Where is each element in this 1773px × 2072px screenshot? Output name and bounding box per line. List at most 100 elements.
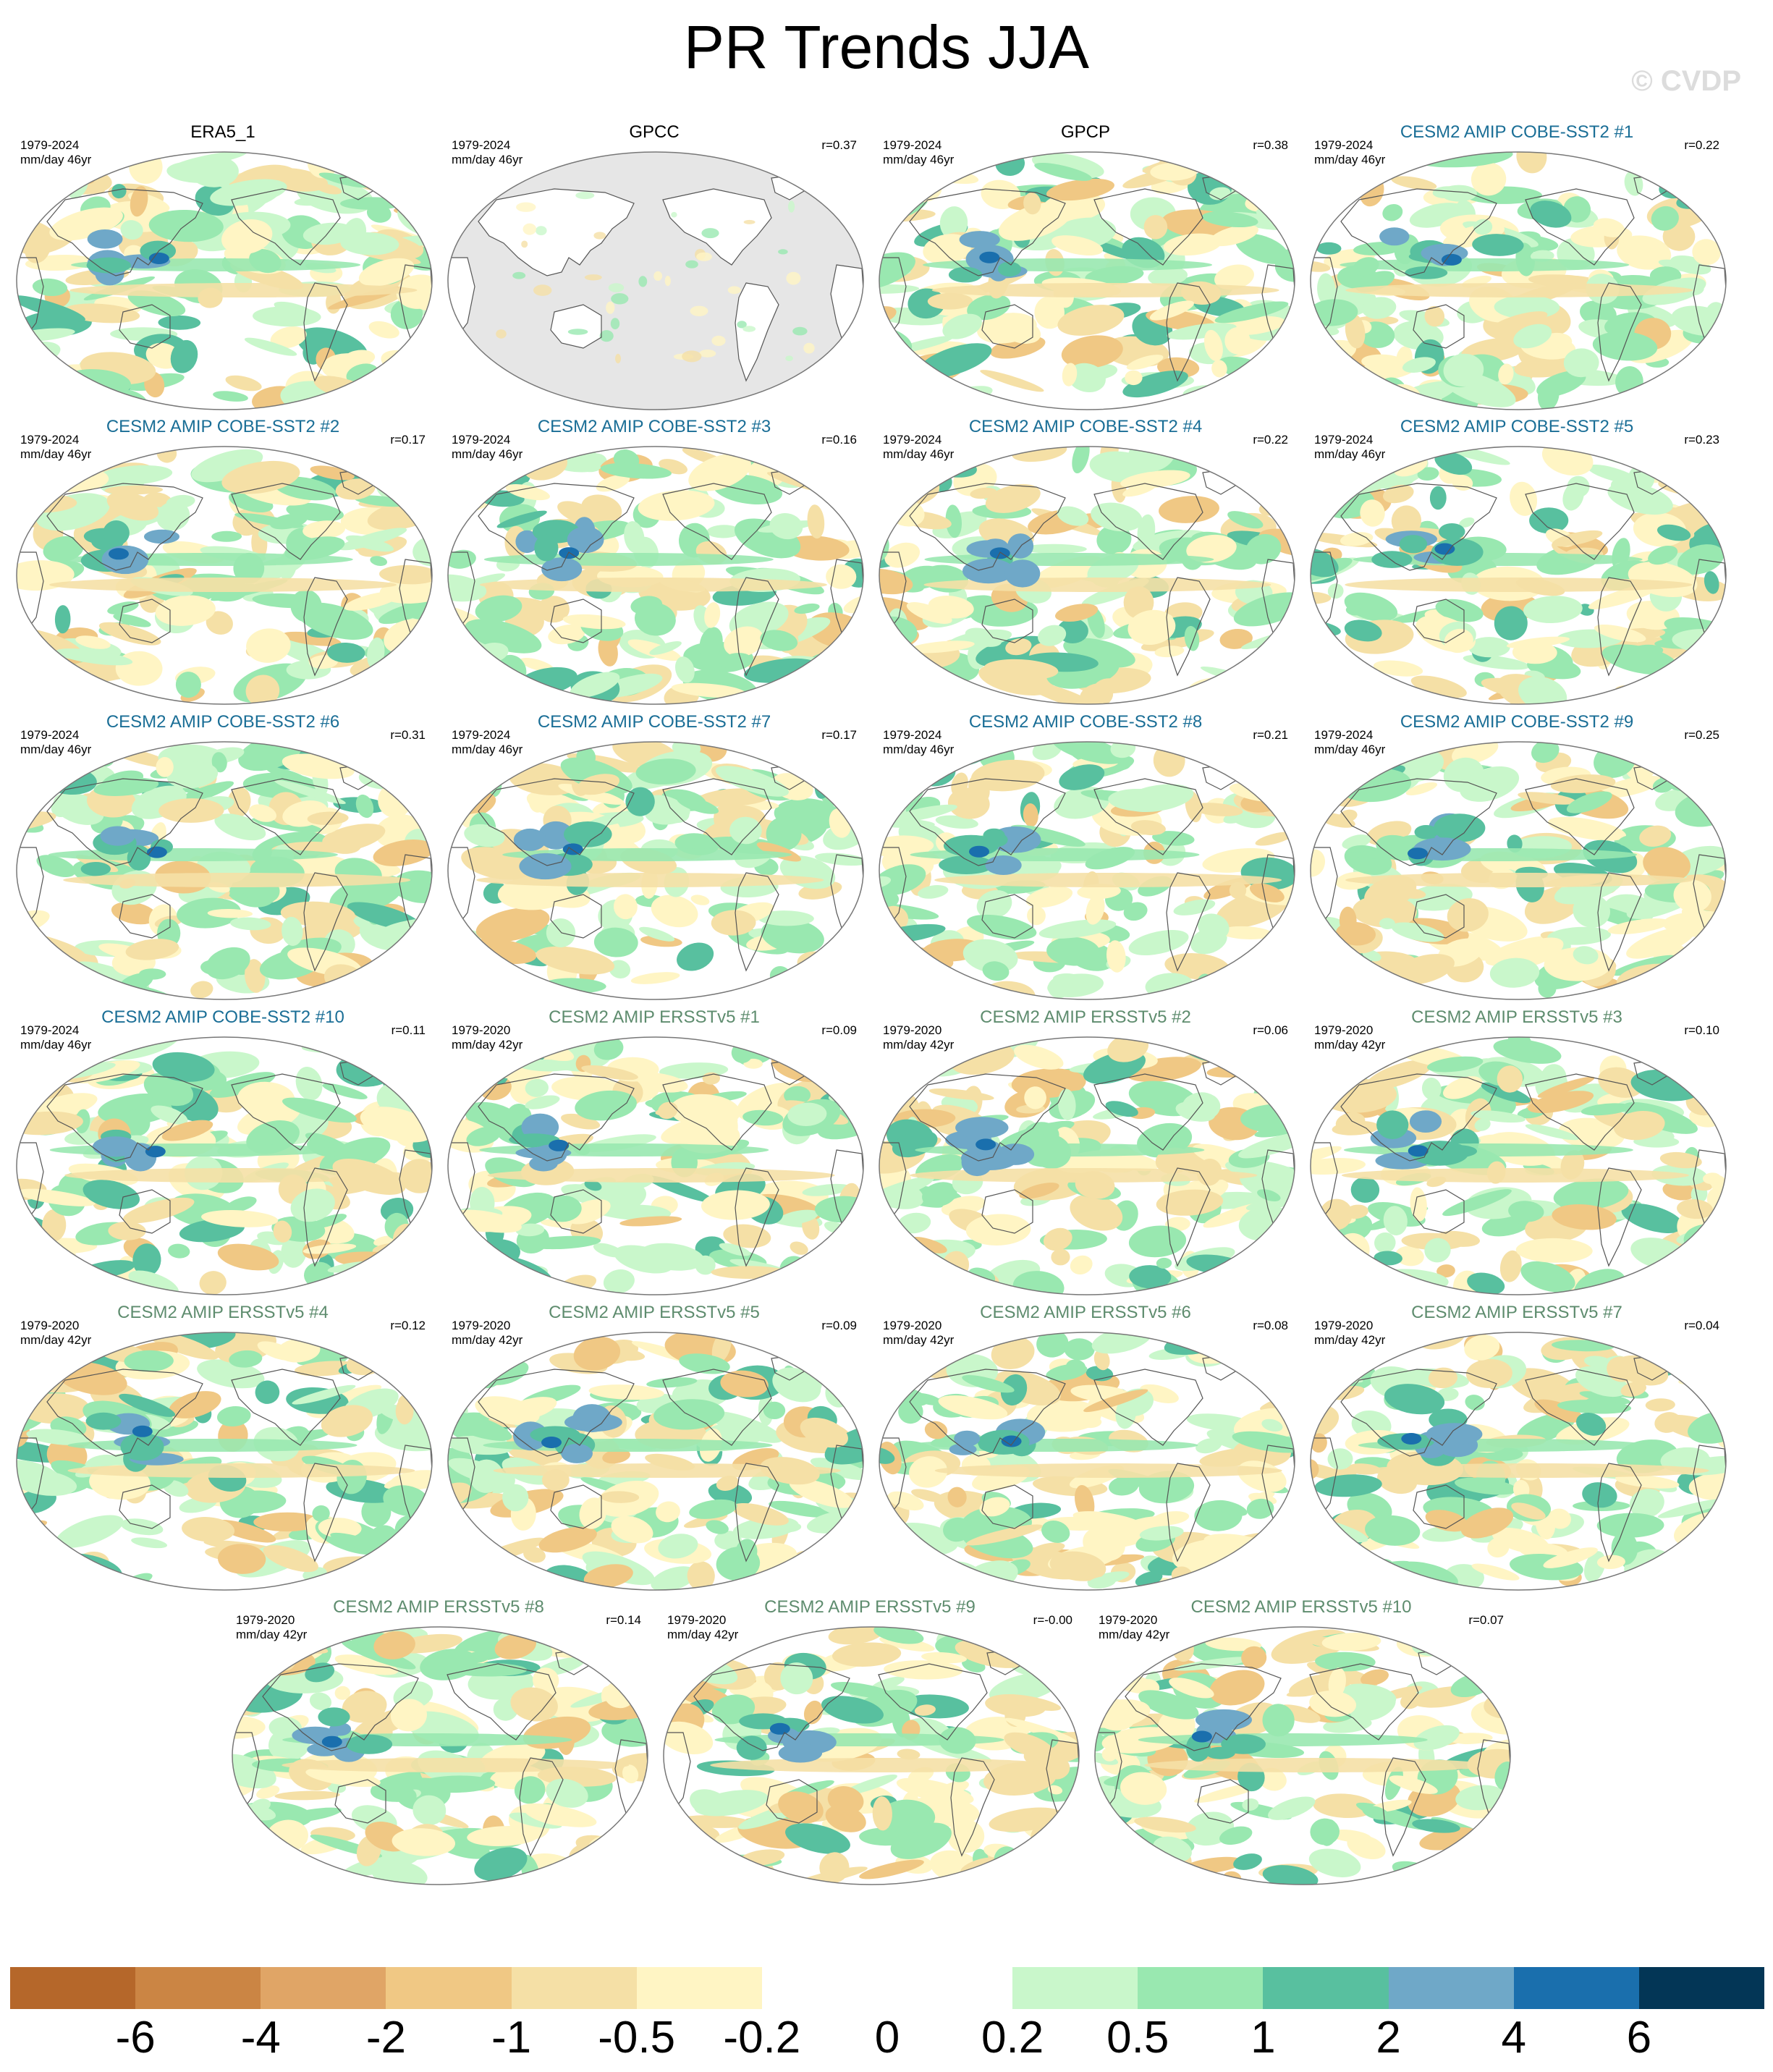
trend-blob [1105, 1101, 1138, 1117]
warm-pool-blob [80, 862, 111, 876]
trend-blob [1053, 973, 1081, 984]
trend-blob [732, 1502, 789, 1526]
trend-blob [1494, 1762, 1510, 1790]
trend-blob [1311, 644, 1332, 661]
trend-blob [1374, 1232, 1396, 1253]
trend-blob [448, 1227, 465, 1241]
map-panel: ERA5_1 1979-2024 mm/day 46yr [7, 123, 439, 414]
trend-blob [1324, 1524, 1342, 1548]
trend-blob [1062, 363, 1078, 386]
panel-period: 1979-2024 [883, 728, 942, 742]
trend-blob [1075, 1484, 1095, 1519]
panel-units: mm/day 46yr [452, 153, 523, 166]
land-trend-blob [803, 342, 815, 354]
trend-blob [1230, 157, 1287, 189]
trend-blob [1186, 534, 1237, 563]
trend-blob [971, 1279, 986, 1295]
trend-blob [342, 1270, 420, 1295]
trend-blob [1311, 447, 1353, 466]
trend-blob [1353, 895, 1417, 928]
trend-blob [151, 1105, 188, 1125]
coast-asia [46, 483, 203, 571]
pattern-correlation: r=0.31 [390, 728, 426, 742]
trend-blob [965, 627, 1002, 647]
trend-blob [829, 1351, 863, 1371]
trend-blob [1313, 1793, 1376, 1819]
equatorial-band [493, 1463, 841, 1478]
trend-blob [763, 1401, 786, 1420]
trend-blob [97, 465, 173, 486]
trend-blob [823, 972, 840, 999]
trend-blob [206, 947, 250, 980]
pattern-correlation: r=0.22 [1253, 433, 1288, 447]
trend-blob [1534, 1399, 1584, 1423]
trend-blob [1685, 1363, 1718, 1387]
trend-blob [17, 672, 41, 703]
world-map [16, 1332, 433, 1591]
trend-blob [891, 457, 915, 482]
panel-title: CESM2 AMIP COBE-SST2 #2 [106, 417, 340, 436]
trend-blob [777, 1209, 819, 1225]
map-outline [447, 1332, 864, 1591]
trend-blob [373, 1631, 415, 1659]
trend-blob [448, 1255, 499, 1281]
trend-blob [234, 1632, 276, 1662]
trend-blob [355, 794, 374, 819]
trend-blob [897, 1748, 921, 1760]
trend-blob [848, 775, 863, 787]
trend-blob [1395, 1246, 1424, 1267]
trend-blob [1543, 1547, 1598, 1568]
panel-units: mm/day 46yr [1314, 447, 1386, 461]
trend-blob [1004, 1732, 1054, 1759]
trend-blob [1550, 774, 1616, 793]
trend-blob [1143, 215, 1168, 240]
trend-blob [17, 767, 70, 784]
panel-period: 1979-2024 [1314, 433, 1374, 447]
trend-blob [17, 469, 36, 499]
trend-blob [1282, 795, 1295, 821]
trend-blob [1134, 1817, 1196, 1833]
coast-asia [262, 1663, 419, 1751]
trend-blob [802, 1183, 850, 1196]
warm-pool-blob [120, 1432, 164, 1461]
trend-blob [1472, 234, 1524, 256]
trend-blob [1154, 646, 1185, 658]
land-trend-blob [701, 228, 719, 239]
coast-australia [981, 599, 1033, 643]
coastlines [448, 468, 863, 677]
trend-blob [1120, 470, 1190, 489]
coast-south-america [950, 1757, 995, 1857]
panel-units: mm/day 42yr [883, 1038, 955, 1052]
trend-blob [449, 953, 501, 987]
trend-blob [49, 207, 123, 241]
trend-blob [1583, 1356, 1612, 1369]
trend-blob [885, 961, 923, 981]
trend-blob [342, 1691, 387, 1723]
coast-north-america [1093, 188, 1203, 266]
trend-blob [17, 654, 37, 672]
trend-blob [1538, 380, 1560, 410]
trend-blob [1149, 300, 1194, 321]
panel-period: 1979-2020 [667, 1613, 727, 1627]
trend-blob [1529, 507, 1569, 534]
trend-blob [473, 1039, 490, 1070]
trend-blob [756, 842, 801, 862]
trend-blob [803, 664, 863, 698]
trend-blob [209, 1072, 276, 1098]
warm-pool-blob [1376, 1110, 1409, 1139]
trend-blob [911, 1489, 945, 1502]
trend-blob [1093, 678, 1120, 696]
pattern-correlation: r=0.11 [391, 1023, 426, 1037]
warm-pool-blob [1379, 227, 1410, 246]
trend-blob [1615, 1474, 1680, 1489]
trend-blob [1528, 1091, 1594, 1114]
trend-blob [376, 952, 432, 971]
trend-blob [217, 1243, 279, 1271]
trend-blob [1138, 1471, 1195, 1504]
pattern-correlation: r=0.22 [1684, 138, 1719, 152]
trend-blob [1458, 1858, 1510, 1883]
land-trend-blob [690, 305, 708, 316]
trend-blob [1464, 1335, 1500, 1361]
trend-blob [546, 1778, 588, 1808]
trend-blob [694, 1790, 769, 1817]
